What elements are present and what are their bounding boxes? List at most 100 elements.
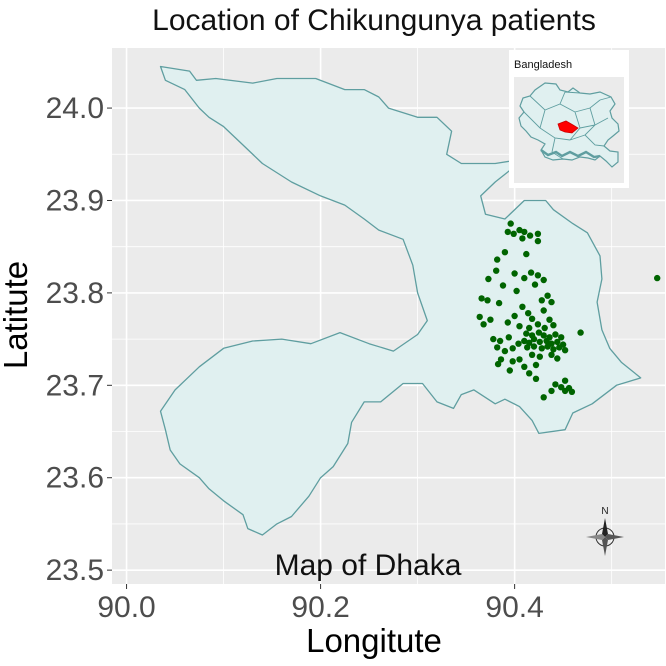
inset-coastal-districts bbox=[540, 149, 601, 159]
patient-point bbox=[540, 332, 547, 339]
north-arrow: N bbox=[586, 506, 624, 556]
patient-point bbox=[527, 269, 535, 276]
patient-point bbox=[552, 381, 559, 388]
patient-point bbox=[494, 256, 501, 263]
patient-point bbox=[494, 344, 501, 351]
bangladesh-inset-map: Bangladesh bbox=[509, 50, 629, 188]
patient-point bbox=[540, 394, 547, 401]
patient-point bbox=[480, 321, 487, 328]
x-tick-label: 90.4 bbox=[485, 591, 543, 624]
patient-point bbox=[561, 377, 569, 384]
patient-point bbox=[528, 315, 536, 322]
patient-point bbox=[654, 274, 661, 282]
chart-title: Location of Chikungunya patients bbox=[152, 4, 596, 37]
patient-point bbox=[550, 346, 557, 353]
patient-point bbox=[543, 337, 550, 345]
patient-point bbox=[532, 375, 540, 382]
dhaka-highlight bbox=[557, 120, 579, 134]
patient-point bbox=[552, 331, 559, 338]
x-axis-ticks: 90.0 90.2 90.4 bbox=[97, 584, 544, 624]
patient-point bbox=[530, 343, 538, 350]
patient-point bbox=[487, 316, 494, 323]
y-tick-label: 23.6 bbox=[46, 462, 104, 495]
patient-point bbox=[478, 295, 485, 302]
patient-point bbox=[561, 387, 569, 395]
patient-point bbox=[507, 220, 514, 227]
patient-point bbox=[577, 329, 584, 336]
x-axis-title: Longitute bbox=[306, 622, 442, 659]
patient-point bbox=[519, 235, 526, 242]
patient-point bbox=[535, 329, 543, 336]
patient-point bbox=[558, 334, 565, 341]
patient-point bbox=[546, 316, 553, 323]
patient-point bbox=[516, 323, 523, 330]
y-axis-title: Latitute bbox=[0, 261, 34, 369]
patient-point bbox=[524, 344, 531, 351]
patient-point bbox=[536, 338, 543, 346]
patient-point bbox=[505, 334, 512, 341]
y-tick-label: 23.9 bbox=[46, 184, 104, 217]
patient-point bbox=[476, 313, 483, 321]
patient-point bbox=[506, 367, 513, 374]
patient-point bbox=[561, 347, 569, 354]
patient-point bbox=[525, 310, 532, 317]
patient-point bbox=[509, 358, 516, 365]
patient-point bbox=[536, 353, 543, 360]
patient-point bbox=[523, 330, 530, 337]
patient-point bbox=[540, 307, 547, 314]
inset-district-lines bbox=[523, 91, 612, 160]
patient-point bbox=[494, 360, 502, 368]
y-tick-label: 23.5 bbox=[46, 554, 104, 587]
patient-point bbox=[538, 345, 545, 352]
patient-point bbox=[548, 298, 555, 306]
patient-point bbox=[534, 272, 542, 279]
patient-point bbox=[544, 292, 551, 299]
patient-point bbox=[550, 322, 557, 329]
patient-point bbox=[513, 287, 520, 295]
patient-point bbox=[485, 275, 492, 283]
patient-point bbox=[509, 345, 516, 352]
patient-point bbox=[484, 297, 491, 304]
patient-point bbox=[501, 249, 509, 256]
dhaka-region-boundary bbox=[159, 65, 642, 536]
patient-point bbox=[554, 338, 561, 346]
patient-point bbox=[556, 344, 563, 351]
patient-point bbox=[541, 324, 548, 332]
patient-point bbox=[515, 340, 522, 347]
patient-point bbox=[534, 230, 542, 237]
patient-point bbox=[499, 282, 507, 289]
patient-point bbox=[516, 356, 523, 363]
patient-point bbox=[521, 228, 528, 236]
patient-point bbox=[530, 335, 538, 343]
patient-point bbox=[521, 337, 528, 345]
y-tick-label: 23.7 bbox=[46, 369, 104, 402]
patient-point bbox=[544, 343, 551, 350]
patient-points bbox=[476, 220, 661, 401]
patient-point bbox=[534, 321, 542, 328]
y-tick-label: 23.8 bbox=[46, 277, 104, 310]
patient-point bbox=[510, 230, 517, 237]
patient-point bbox=[497, 356, 505, 363]
x-tick-label: 90.2 bbox=[291, 591, 349, 624]
x-tick-label: 90.0 bbox=[97, 591, 155, 624]
patient-point bbox=[501, 347, 509, 355]
patient-point bbox=[504, 319, 511, 326]
patient-point bbox=[538, 297, 545, 304]
patient-point bbox=[493, 267, 500, 274]
y-axis-ticks: 23.5 23.6 23.7 23.8 23.9 24.0 bbox=[46, 92, 112, 587]
patient-point bbox=[532, 361, 540, 369]
patient-point bbox=[554, 355, 561, 362]
patient-point bbox=[516, 226, 523, 234]
patient-point bbox=[511, 270, 518, 277]
patient-point bbox=[511, 312, 518, 320]
patient-point bbox=[496, 337, 504, 345]
patient-point bbox=[526, 232, 534, 239]
patient-point bbox=[526, 324, 533, 332]
inset-title: Bangladesh bbox=[514, 59, 572, 71]
patient-point bbox=[528, 351, 536, 358]
patient-point bbox=[526, 370, 533, 377]
patient-point bbox=[495, 299, 503, 307]
patient-point bbox=[523, 250, 530, 258]
